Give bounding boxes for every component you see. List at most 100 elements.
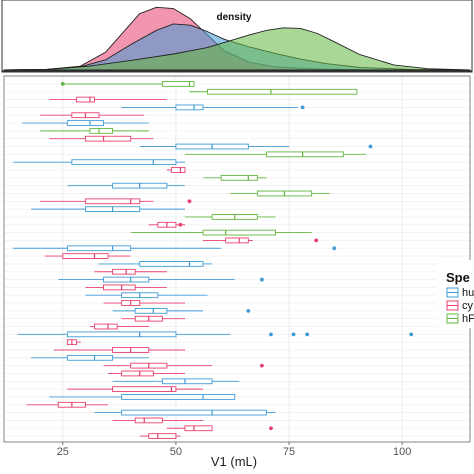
box-32	[17, 331, 414, 338]
x-axis-title: V1 (mL)	[211, 454, 257, 469]
box-18-outlier-0	[178, 222, 183, 227]
box-9-iqr	[265, 151, 344, 158]
box-26-iqr	[103, 284, 136, 291]
box-15-iqr	[84, 198, 141, 205]
box-3-outlier-0	[300, 105, 305, 110]
box-5-iqr	[66, 120, 104, 126]
box-39	[67, 386, 204, 393]
box-32-outlier-1	[291, 332, 296, 337]
density-annotation: density	[216, 12, 251, 23]
box-38-iqr	[161, 378, 213, 385]
legend-label-0: hu	[462, 287, 474, 299]
box-25-iqr	[103, 276, 150, 283]
box-0	[60, 81, 195, 87]
box-34	[53, 347, 185, 353]
x-tick-label-0: 25	[57, 446, 69, 458]
box-44-iqr	[184, 425, 213, 432]
box-27	[85, 292, 208, 299]
box-14	[230, 190, 330, 197]
box-11	[166, 167, 186, 173]
box-45-iqr	[148, 433, 177, 439]
box-25	[58, 276, 264, 283]
box-42-iqr	[121, 409, 267, 416]
box-12	[203, 174, 267, 181]
box-2-iqr	[75, 96, 95, 103]
box-9	[184, 151, 366, 158]
box-15	[40, 198, 192, 205]
box-22-iqr	[62, 253, 109, 259]
box-36	[103, 362, 264, 369]
box-16	[31, 206, 185, 213]
box-7	[49, 135, 154, 142]
box-22	[44, 253, 131, 259]
box-26	[85, 284, 167, 291]
box-36-outlier-0	[259, 363, 264, 368]
box-4	[40, 112, 145, 119]
boxplot-panel-frame	[3, 75, 471, 443]
density-area-2	[3, 27, 471, 71]
box-12-iqr	[220, 174, 258, 181]
box-17	[184, 214, 276, 220]
box-40-iqr	[121, 394, 236, 400]
box-21	[13, 245, 337, 252]
box-6	[40, 127, 149, 134]
box-35	[31, 354, 149, 361]
legend-title: Spe	[446, 270, 470, 285]
box-29-iqr	[134, 307, 168, 314]
box-5	[22, 120, 149, 126]
box-20-outlier-0	[314, 238, 319, 243]
box-43-iqr	[134, 417, 163, 424]
box-8	[139, 143, 373, 150]
legend-label-2: hF	[462, 313, 474, 325]
box-20-iqr	[225, 237, 249, 244]
box-45	[139, 433, 181, 439]
box-23	[99, 261, 213, 267]
box-8-outlier-0	[368, 144, 373, 149]
x-tick-label-2: 75	[283, 446, 295, 458]
box-32-outlier-0	[269, 332, 273, 337]
box-41	[26, 401, 109, 408]
box-38	[112, 378, 240, 385]
box-10	[13, 159, 185, 166]
box-37-iqr	[121, 370, 154, 377]
box-0-outlier-0	[60, 82, 65, 86]
box-37	[108, 370, 185, 377]
box-32-outlier-2	[305, 332, 310, 337]
box-3-iqr	[175, 104, 204, 111]
box-44	[166, 425, 273, 432]
box-44-outlier-0	[269, 426, 273, 431]
box-6-iqr	[89, 127, 114, 134]
box-0-iqr	[161, 81, 195, 87]
box-43	[112, 417, 204, 424]
box-1-iqr	[207, 88, 358, 95]
box-1	[189, 88, 358, 95]
box-29-outlier-0	[246, 308, 251, 313]
box-23-iqr	[139, 261, 204, 267]
box-35-iqr	[66, 354, 114, 361]
box-10-iqr	[71, 159, 177, 166]
boxplot-panel: 25 50 75 100 V1 (mL)	[3, 75, 471, 469]
box-15-outlier-0	[187, 199, 192, 204]
box-25-outlier-0	[259, 277, 264, 282]
density-areas	[3, 6, 471, 71]
density-panel: density	[1, 0, 473, 73]
box-21-outlier-0	[332, 246, 337, 251]
x-tick-label-3: 100	[393, 446, 411, 458]
box-18	[148, 221, 185, 228]
box-31	[89, 323, 149, 330]
boxplot-series	[13, 81, 414, 439]
box-29	[112, 307, 251, 314]
box-20	[203, 237, 319, 244]
box-39-iqr	[112, 386, 177, 393]
x-axis-ticks: 25 50 75 100	[57, 442, 411, 458]
box-42	[94, 409, 276, 416]
x-tick-label-1: 50	[170, 446, 182, 458]
box-19	[130, 229, 312, 236]
box-3	[121, 104, 305, 111]
box-24-iqr	[112, 268, 136, 275]
box-11-iqr	[170, 167, 186, 173]
box-32-iqr	[66, 331, 177, 338]
box-31-iqr	[94, 323, 118, 330]
